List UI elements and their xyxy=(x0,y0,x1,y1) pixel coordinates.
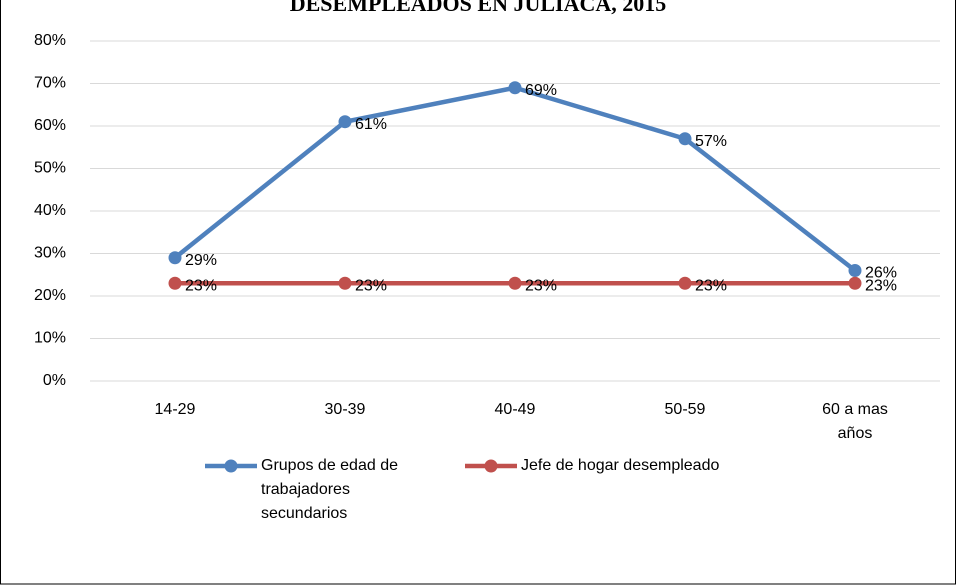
data-point xyxy=(848,276,862,290)
y-tick-label: 0% xyxy=(43,372,66,389)
data-label: 23% xyxy=(525,277,557,294)
data-point xyxy=(508,81,522,95)
x-tick-label-box: 30-39 xyxy=(324,401,366,418)
data-point xyxy=(848,264,862,277)
x-tick-label: 50-59 xyxy=(664,401,706,418)
data-point xyxy=(338,115,352,129)
x-tick-label: 60 a mas años xyxy=(822,401,888,442)
y-tick-label: 70% xyxy=(34,75,66,92)
y-tick-label: 30% xyxy=(34,245,66,262)
x-tick-label: 14-29 xyxy=(154,401,196,418)
y-tick-label: 40% xyxy=(34,202,66,219)
data-point xyxy=(168,276,182,290)
legend-label: Jefe de hogar desempleado xyxy=(521,457,720,474)
x-tick-label-box: 14-29 xyxy=(154,401,196,418)
legend-marker xyxy=(224,459,238,473)
data-label: 23% xyxy=(865,277,897,294)
data-point xyxy=(168,251,182,265)
data-label: 23% xyxy=(695,277,727,294)
data-label: 23% xyxy=(185,277,217,294)
x-tick-label: 40-49 xyxy=(494,401,536,418)
data-label: 61% xyxy=(355,116,387,133)
x-tick-label-box: 40-49 xyxy=(494,401,536,418)
data-label: 26% xyxy=(865,265,897,282)
data-label: 57% xyxy=(695,133,727,150)
y-tick-label: 10% xyxy=(34,330,66,347)
legend-label-box: Jefe de hogar desempleado xyxy=(521,457,720,474)
x-tick-label-box: 60 a mas años xyxy=(822,401,888,442)
y-tick-label: 20% xyxy=(34,287,66,304)
data-point xyxy=(678,132,692,146)
data-point xyxy=(508,276,522,290)
y-tick-label: 80% xyxy=(34,32,66,49)
data-label: 69% xyxy=(525,82,557,99)
y-tick-label: 60% xyxy=(34,117,66,134)
data-point xyxy=(338,276,352,290)
data-label: 29% xyxy=(185,252,217,269)
chart-title: DESEMPLEADOS EN JULIACA, 2015 xyxy=(290,0,667,16)
data-point xyxy=(678,276,692,290)
legend-label: Grupos de edad de trabajadores secundari… xyxy=(261,457,398,522)
y-tick-label: 50% xyxy=(34,160,66,177)
data-label: 23% xyxy=(355,277,387,294)
x-tick-label-box: 50-59 xyxy=(664,401,706,418)
legend-label-box: Grupos de edad de trabajadores secundari… xyxy=(261,457,398,522)
x-tick-label: 30-39 xyxy=(324,401,366,418)
legend-marker xyxy=(484,459,498,473)
